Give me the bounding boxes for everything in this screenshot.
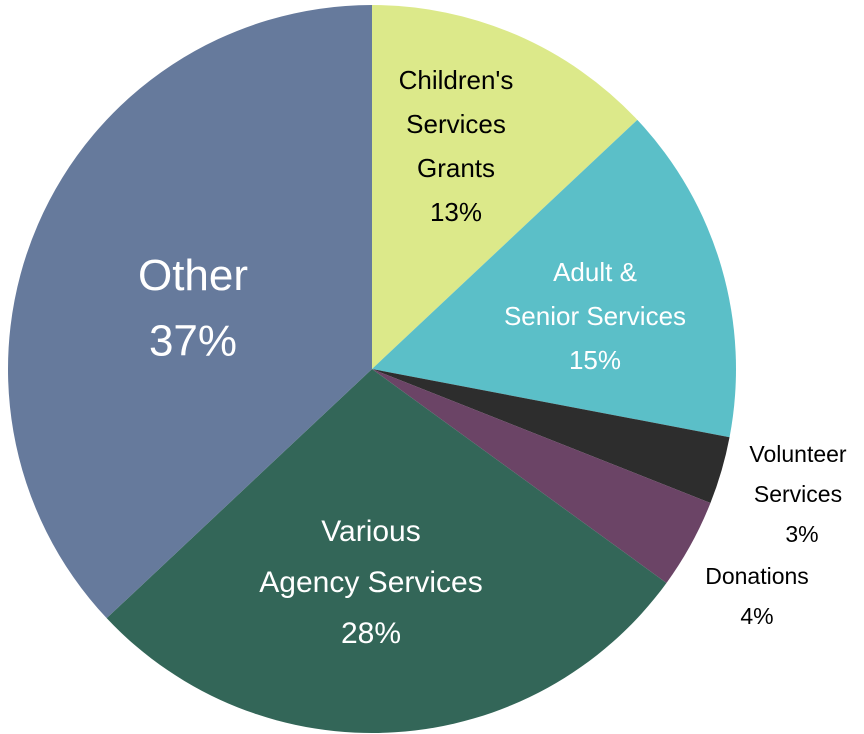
pie-slice (372, 369, 711, 583)
label-line: Various (321, 515, 421, 548)
slice-label: Adult & Senior Services (504, 257, 686, 331)
slice-value-label: 4% (740, 603, 773, 629)
label-line: Services (406, 109, 506, 139)
label-line: Other (138, 251, 248, 300)
slice-label: Children's Services Grants (399, 65, 514, 183)
pie-slice (7, 5, 372, 619)
pie-slice (372, 369, 730, 503)
label-line: Senior Services (504, 301, 686, 331)
slice-label: Other (138, 251, 248, 300)
label-line: Agency Services (259, 566, 482, 599)
pie-slice (106, 369, 667, 734)
slice-value-label: 37% (149, 317, 237, 366)
slice-value-label: 28% (341, 617, 401, 650)
pie-slice (372, 119, 736, 438)
label-line: Services (754, 481, 842, 507)
slice-label: Donations (705, 563, 809, 589)
label-line: Grants (417, 153, 495, 183)
slice-label: Various Agency Services (259, 515, 482, 599)
label-line: Volunteer (749, 441, 847, 467)
pie-slice (372, 5, 638, 369)
slice-value-label: 13% (430, 197, 482, 227)
slice-value-label: 3% (785, 521, 818, 547)
label-line: Donations (705, 563, 809, 589)
slice-value-label: 15% (569, 345, 621, 375)
label-line: Children's (399, 65, 514, 95)
label-line: Adult & (553, 257, 637, 287)
slice-label: Volunteer Services (749, 441, 847, 507)
